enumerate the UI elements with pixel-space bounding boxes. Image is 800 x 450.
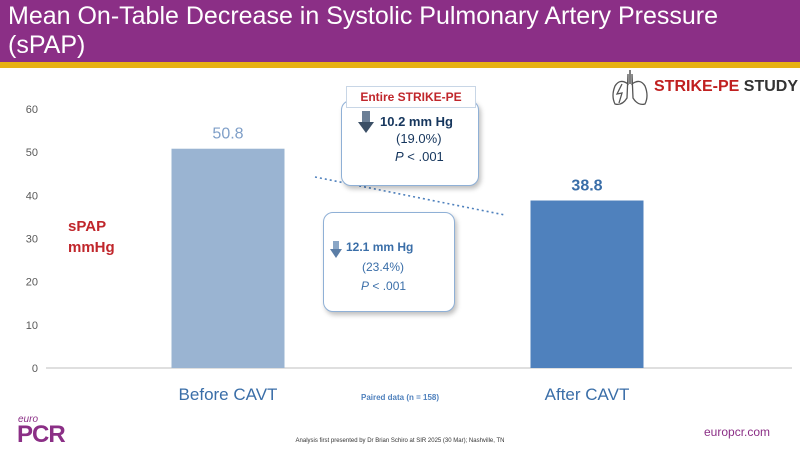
arrow-down-icon	[330, 241, 342, 258]
strike-pe-logo: STRIKE-PE STUDY	[608, 68, 798, 108]
y-tick-label: 30	[26, 234, 38, 246]
brand-euro: euro	[18, 414, 39, 425]
logo-study: STUDY	[743, 78, 799, 95]
data-label: 50.8	[212, 126, 243, 143]
x-tick-label: After CAVT	[545, 385, 630, 404]
y-tick-label: 50	[26, 147, 38, 159]
lungs-icon	[612, 70, 648, 106]
arrow-down-icon	[358, 111, 374, 133]
y-tick-label: 60	[26, 104, 38, 116]
y-tick-label: 40	[26, 190, 38, 202]
trend-line	[314, 176, 506, 216]
entire-cohort-header: Entire STRIKE-PE	[346, 86, 476, 108]
paired-decrease-pvalue: P < .001	[361, 279, 407, 293]
accent-stripe	[0, 62, 800, 68]
brand-pcr: PCR	[17, 421, 66, 448]
slide-title: Mean On-Table Decrease in Systolic Pulmo…	[8, 2, 719, 59]
title-bar: Mean On-Table Decrease in Systolic Pulmo…	[0, 0, 800, 62]
x-tick-label: Before CAVT	[179, 385, 278, 404]
paired-decrease-value: 12.1 mm Hg	[346, 240, 414, 254]
footnote: Analysis first presented by Dr Brian Sch…	[295, 438, 505, 444]
logo-strike-pe: STRIKE-PE	[654, 78, 740, 95]
entire-cohort-percent: (19.0%)	[396, 131, 442, 146]
data-label: 38.8	[571, 178, 602, 195]
website-link[interactable]: europcr.com	[704, 425, 771, 439]
entire-cohort-value: 10.2 mm Hg	[380, 114, 453, 129]
paired-data-callout	[323, 212, 455, 312]
paired-data-note: Paired data (n = 158)	[361, 393, 439, 402]
paired-decrease-percent: (23.4%)	[362, 260, 405, 274]
entire-cohort-pvalue: P < .001	[395, 149, 444, 164]
y-tick-label: 20	[26, 277, 38, 289]
y-axis-label: sPAP mmHg	[68, 218, 115, 256]
y-tick-label: 10	[26, 320, 38, 332]
y-tick-label: 0	[32, 363, 38, 375]
bar	[171, 148, 285, 368]
bar	[530, 200, 644, 368]
